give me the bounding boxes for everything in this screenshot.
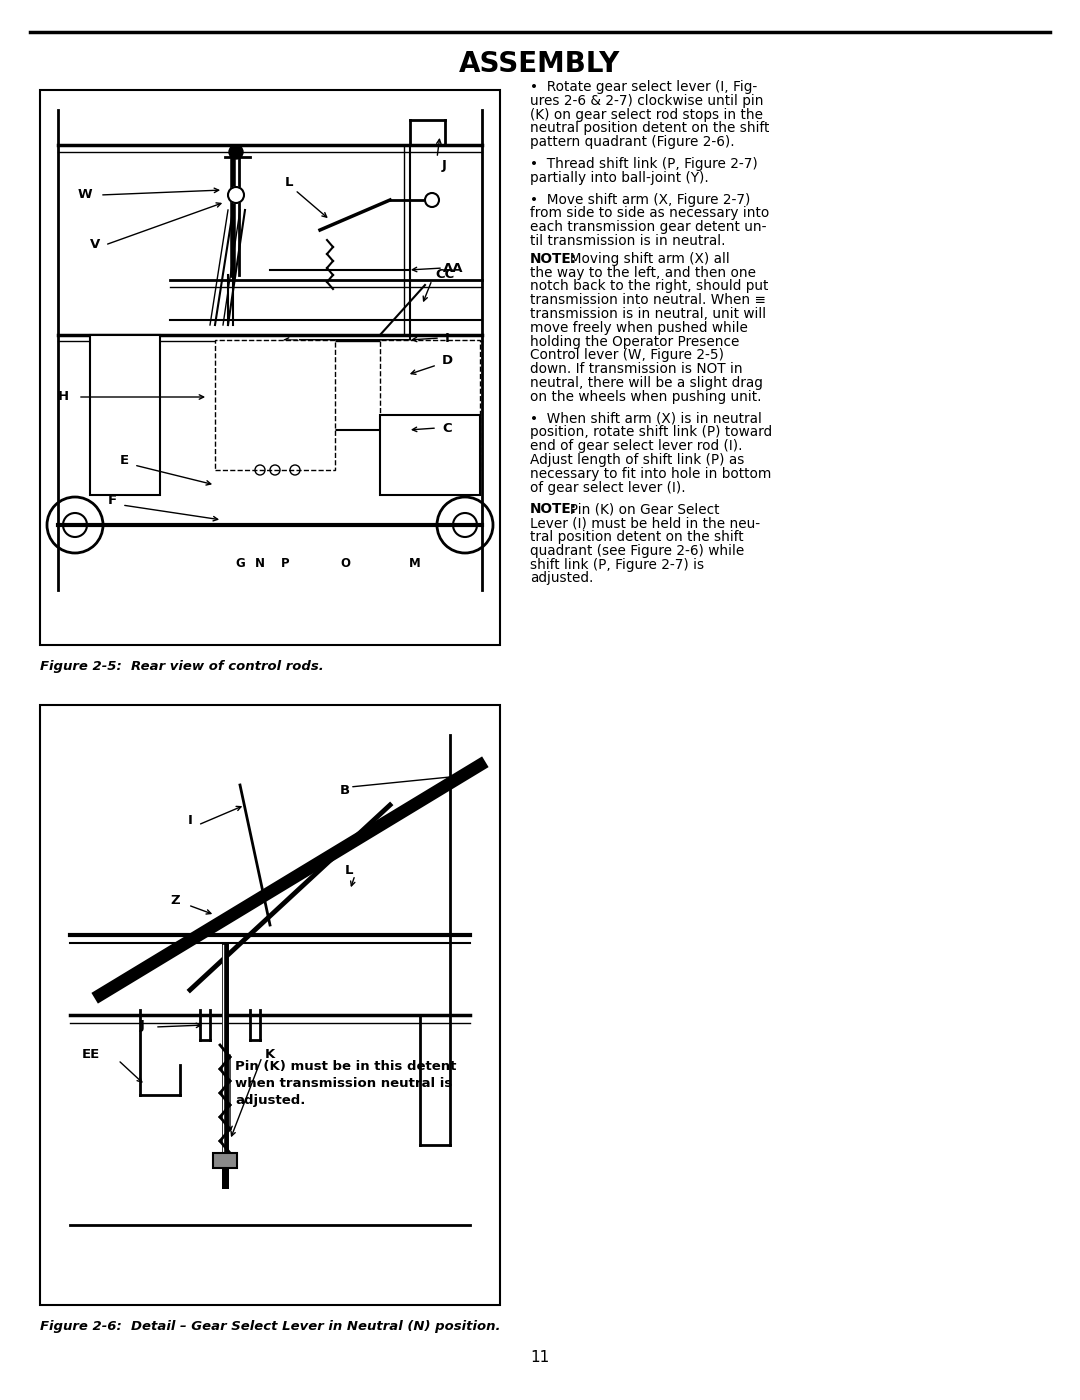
- Bar: [380, 414, 480, 496]
- Text: tral position detent on the shift: tral position detent on the shift: [530, 531, 744, 545]
- Text: transmission into neutral. When ≡: transmission into neutral. When ≡: [530, 293, 766, 307]
- Text: end of gear select lever rod (I).: end of gear select lever rod (I).: [530, 440, 743, 454]
- Bar: [40, 706, 500, 1305]
- Text: L: L: [285, 175, 294, 189]
- Bar: [40, 90, 500, 645]
- Text: neutral position detent on the shift: neutral position detent on the shift: [530, 122, 769, 136]
- Circle shape: [228, 188, 244, 203]
- Text: H: H: [58, 391, 69, 403]
- Text: L: L: [345, 864, 353, 876]
- Bar: [90, 335, 160, 496]
- Text: (K) on gear select rod stops in the: (K) on gear select rod stops in the: [530, 108, 762, 122]
- Text: Figure 2-5:  Rear view of control rods.: Figure 2-5: Rear view of control rods.: [40, 659, 324, 673]
- Bar: [215, 340, 335, 470]
- Text: ASSEMBLY: ASSEMBLY: [459, 50, 621, 78]
- Text: move freely when pushed while: move freely when pushed while: [530, 321, 747, 335]
- Text: holding the Operator Presence: holding the Operator Presence: [530, 335, 740, 349]
- Text: Lever (I) must be held in the neu-: Lever (I) must be held in the neu-: [530, 517, 760, 531]
- Text: the way to the left, and then one: the way to the left, and then one: [530, 266, 756, 280]
- Text: Adjust length of shift link (P) as: Adjust length of shift link (P) as: [530, 454, 744, 468]
- Text: transmission is in neutral, unit will: transmission is in neutral, unit will: [530, 307, 766, 321]
- Text: til transmission is in neutral.: til transmission is in neutral.: [530, 234, 726, 248]
- Circle shape: [229, 146, 243, 160]
- Text: B: B: [340, 784, 350, 797]
- Text: EE: EE: [82, 1049, 100, 1061]
- Text: of gear select lever (I).: of gear select lever (I).: [530, 480, 686, 494]
- Text: from side to side as necessary into: from side to side as necessary into: [530, 206, 769, 220]
- Text: Pin (K) on Gear Select: Pin (K) on Gear Select: [561, 503, 719, 517]
- Text: 11: 11: [530, 1351, 550, 1365]
- Text: I: I: [188, 813, 193, 826]
- Text: Figure 2-6:  Detail – Gear Select Lever in Neutral (N) position.: Figure 2-6: Detail – Gear Select Lever i…: [40, 1320, 500, 1333]
- Text: M: M: [409, 557, 421, 570]
- Text: •  Rotate gear select lever (I, Fig-: • Rotate gear select lever (I, Fig-: [530, 80, 757, 94]
- Text: J: J: [140, 1019, 145, 1032]
- Text: Z: Z: [170, 893, 179, 907]
- Text: AA: AA: [443, 262, 463, 274]
- Text: neutral, there will be a slight drag: neutral, there will be a slight drag: [530, 377, 762, 391]
- Text: I: I: [445, 332, 450, 344]
- Text: notch back to the right, should put: notch back to the right, should put: [530, 280, 768, 294]
- Text: each transmission gear detent un-: each transmission gear detent un-: [530, 220, 767, 234]
- Text: Pin (K) must be in this detent
when transmission neutral is
adjusted.: Pin (K) must be in this detent when tran…: [235, 1060, 457, 1107]
- Text: W: W: [78, 189, 93, 202]
- Text: pattern quadrant (Figure 2-6).: pattern quadrant (Figure 2-6).: [530, 136, 734, 150]
- Text: P: P: [281, 557, 289, 570]
- Text: Moving shift arm (X) all: Moving shift arm (X) all: [561, 252, 729, 266]
- Text: partially into ball-joint (Y).: partially into ball-joint (Y).: [530, 171, 708, 185]
- Text: down. If transmission is NOT in: down. If transmission is NOT in: [530, 363, 743, 377]
- Text: shift link (P, Figure 2-7) is: shift link (P, Figure 2-7) is: [530, 557, 704, 571]
- Text: V: V: [90, 238, 100, 252]
- Text: ures 2-6 & 2-7) clockwise until pin: ures 2-6 & 2-7) clockwise until pin: [530, 94, 764, 108]
- Bar: [380, 340, 480, 470]
- Text: J: J: [442, 158, 447, 172]
- Text: NOTE:: NOTE:: [530, 252, 577, 266]
- Text: CC: CC: [435, 269, 455, 281]
- Text: F: F: [108, 494, 117, 507]
- Text: •  When shift arm (X) is in neutral: • When shift arm (X) is in neutral: [530, 412, 761, 426]
- Text: K: K: [265, 1049, 275, 1061]
- Text: on the wheels when pushing unit.: on the wheels when pushing unit.: [530, 389, 761, 403]
- Text: •  Thread shift link (P, Figure 2-7): • Thread shift link (P, Figure 2-7): [530, 157, 758, 171]
- Text: NOTE:: NOTE:: [530, 503, 577, 517]
- Text: necessary to fit into hole in bottom: necessary to fit into hole in bottom: [530, 466, 771, 480]
- Text: N: N: [255, 557, 265, 570]
- Text: quadrant (see Figure 2-6) while: quadrant (see Figure 2-6) while: [530, 543, 744, 557]
- Circle shape: [426, 193, 438, 207]
- Text: D: D: [442, 353, 454, 367]
- Text: O: O: [340, 557, 350, 570]
- Text: •  Move shift arm (X, Figure 2-7): • Move shift arm (X, Figure 2-7): [530, 193, 751, 207]
- Text: Control lever (W, Figure 2-5): Control lever (W, Figure 2-5): [530, 349, 724, 363]
- Text: G: G: [235, 557, 245, 570]
- Text: position, rotate shift link (P) toward: position, rotate shift link (P) toward: [530, 426, 772, 440]
- Text: C: C: [442, 421, 451, 434]
- Text: adjusted.: adjusted.: [530, 571, 593, 585]
- Bar: [213, 1154, 237, 1168]
- Text: E: E: [120, 454, 130, 466]
